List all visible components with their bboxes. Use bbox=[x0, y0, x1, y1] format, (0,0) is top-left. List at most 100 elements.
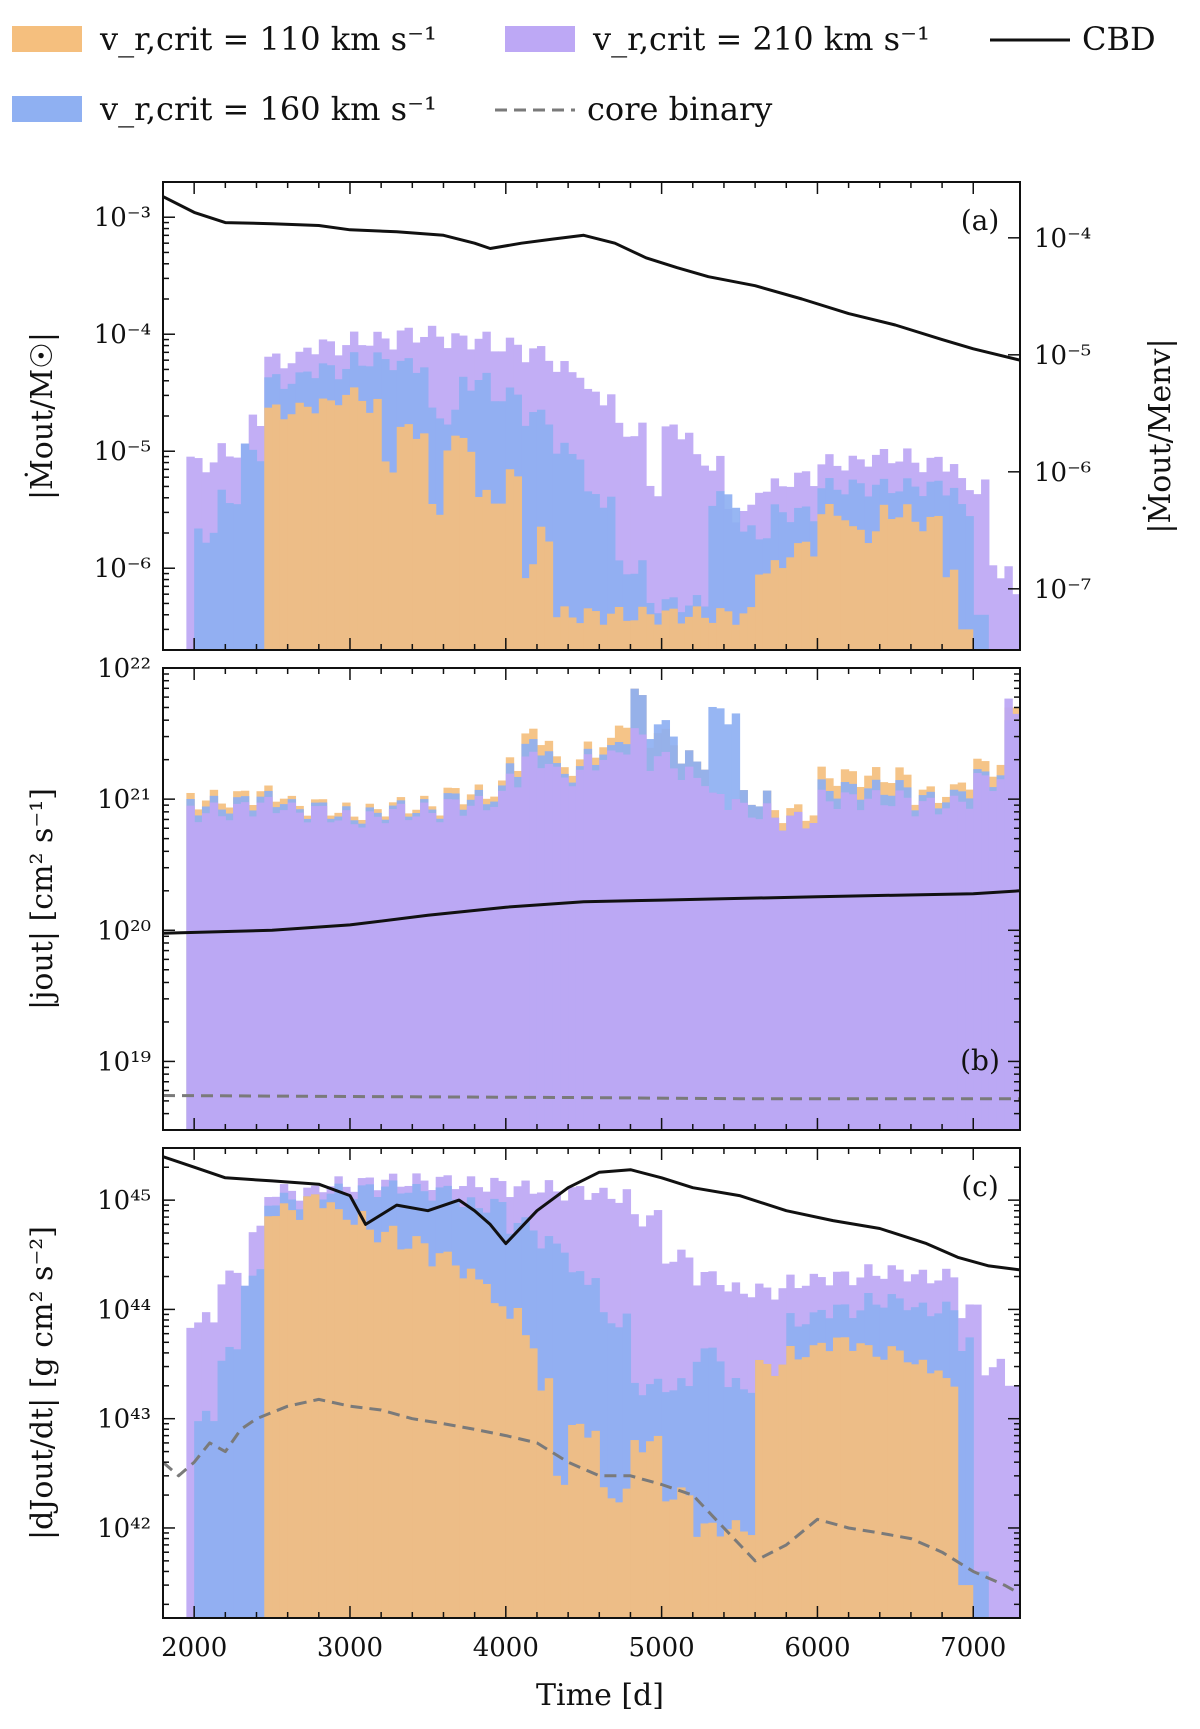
bar-v110 bbox=[910, 1364, 920, 1618]
bar-v210 bbox=[560, 777, 569, 1130]
x-tick-label: 5000 bbox=[629, 1633, 695, 1663]
bar-v110 bbox=[544, 541, 554, 650]
bar-v110 bbox=[420, 433, 429, 650]
legend-swatch-v160 bbox=[12, 96, 82, 122]
bar-v210 bbox=[186, 456, 195, 650]
bar-v110 bbox=[949, 1386, 959, 1618]
bar-v110 bbox=[708, 622, 717, 650]
bar-v210 bbox=[186, 1327, 195, 1618]
bar-v110 bbox=[583, 1437, 593, 1618]
bar-v110 bbox=[381, 1231, 390, 1618]
bar-v160 bbox=[731, 507, 741, 650]
bar-v210 bbox=[427, 813, 437, 1130]
bar-v210 bbox=[988, 1367, 998, 1618]
bar-v160 bbox=[568, 453, 577, 650]
bar-v210 bbox=[443, 799, 452, 1130]
bar-v210 bbox=[684, 432, 694, 650]
bar-v110 bbox=[365, 412, 374, 650]
bar-v110 bbox=[443, 450, 452, 650]
bar-v110 bbox=[646, 614, 655, 650]
bar-v210 bbox=[544, 763, 554, 1130]
bar-v210 bbox=[614, 752, 624, 1130]
bar-v210 bbox=[653, 756, 663, 1130]
bar-v210 bbox=[466, 805, 476, 1130]
bar-v210 bbox=[482, 810, 491, 1130]
bar-v110 bbox=[607, 1498, 616, 1618]
bar-v210 bbox=[342, 810, 351, 1130]
bar-v160 bbox=[739, 531, 748, 650]
y-tick-label: 10⁻⁵ bbox=[94, 437, 151, 467]
bar-v210 bbox=[451, 799, 460, 1130]
bar-v110 bbox=[957, 1585, 974, 1618]
bar-v160 bbox=[591, 494, 600, 650]
bar-v210 bbox=[965, 808, 974, 1130]
bar-v110 bbox=[427, 1266, 437, 1618]
bar-v160 bbox=[552, 453, 561, 650]
bar-v110 bbox=[622, 620, 632, 650]
bar-v210 bbox=[529, 751, 538, 1130]
bar-v160 bbox=[716, 491, 725, 650]
bar-v110 bbox=[466, 451, 476, 650]
bar-v210 bbox=[825, 801, 834, 1130]
bar-v160 bbox=[529, 412, 538, 650]
panel-tag: (a) bbox=[961, 204, 1000, 237]
bar-v110 bbox=[435, 514, 445, 650]
bar-v110 bbox=[272, 1216, 281, 1618]
panel-c: 10⁴⁵ 10⁴⁴ 10⁴³ 10⁴² (c) |dJout/dt| [g cm² s⁻²… bbox=[25, 1147, 1021, 1619]
bar-v110 bbox=[412, 1236, 421, 1618]
bar-v160 bbox=[708, 1347, 717, 1618]
bar-v210 bbox=[755, 819, 764, 1130]
bar-v210 bbox=[552, 766, 561, 1130]
bar-v210 bbox=[661, 426, 671, 650]
line-core-c bbox=[163, 1397, 1020, 1596]
bar-v210 bbox=[365, 811, 374, 1130]
bar-v210 bbox=[996, 779, 1006, 1130]
bar-v110 bbox=[420, 1243, 429, 1618]
bar-v160 bbox=[217, 489, 226, 650]
bar-v110 bbox=[638, 606, 647, 650]
bar-v110 bbox=[311, 413, 320, 650]
y-tick-label: 10²⁰ bbox=[97, 916, 151, 946]
bar-v210 bbox=[973, 494, 982, 650]
bar-v160 bbox=[575, 459, 585, 650]
bar-v160 bbox=[217, 1360, 226, 1618]
bar-v210 bbox=[536, 768, 546, 1130]
bar-v210 bbox=[801, 828, 811, 1130]
legend-entry-v160: v_r,crit = 160 km s⁻¹ bbox=[12, 90, 437, 128]
y-axis-title: |jout| [cm² s⁻¹] bbox=[25, 788, 60, 1010]
bar-v110 bbox=[716, 1536, 725, 1618]
bar-v110 bbox=[536, 1390, 546, 1618]
bar-v110 bbox=[482, 1284, 491, 1618]
bar-v160 bbox=[700, 1348, 709, 1618]
bar-v110 bbox=[864, 543, 873, 650]
bar-v110 bbox=[303, 406, 312, 650]
bar-v110 bbox=[903, 504, 912, 650]
bar-v110 bbox=[357, 1210, 367, 1618]
legend-swatch-v110 bbox=[12, 26, 82, 52]
bar-v110 bbox=[942, 577, 951, 650]
bar-v110 bbox=[864, 1345, 873, 1618]
bar-v210 bbox=[996, 578, 1006, 650]
bar-v210 bbox=[684, 766, 694, 1130]
x-tick-label: 2000 bbox=[161, 1633, 227, 1663]
bar-v110 bbox=[326, 1202, 335, 1618]
bar-v110 bbox=[264, 1216, 273, 1618]
bar-v110 bbox=[723, 1529, 733, 1618]
bar-v110 bbox=[918, 1359, 928, 1618]
bar-v110 bbox=[786, 1346, 795, 1618]
panel-tag: (b) bbox=[960, 1044, 1000, 1077]
series-v110-c bbox=[264, 1194, 974, 1618]
bar-v210 bbox=[1020, 707, 1036, 1130]
bar-v110 bbox=[879, 504, 889, 650]
bar-v110 bbox=[614, 1502, 624, 1618]
series-v110-a bbox=[264, 387, 974, 650]
bar-v110 bbox=[318, 1208, 328, 1618]
panels: 10⁻³ 10⁻⁴ 10⁻⁵ 10⁻⁶ 10⁻⁴ 10⁻⁵ 10⁻⁶ 10⁻⁷ |Ṁout/Me… bbox=[24, 181, 1178, 1663]
bar-v110 bbox=[871, 531, 881, 650]
bar-v210 bbox=[903, 797, 912, 1130]
bar-v110 bbox=[381, 461, 390, 650]
bar-v210 bbox=[248, 816, 258, 1130]
bar-v210 bbox=[622, 754, 632, 1130]
bar-v110 bbox=[326, 400, 335, 650]
bar-v210 bbox=[762, 803, 772, 1130]
